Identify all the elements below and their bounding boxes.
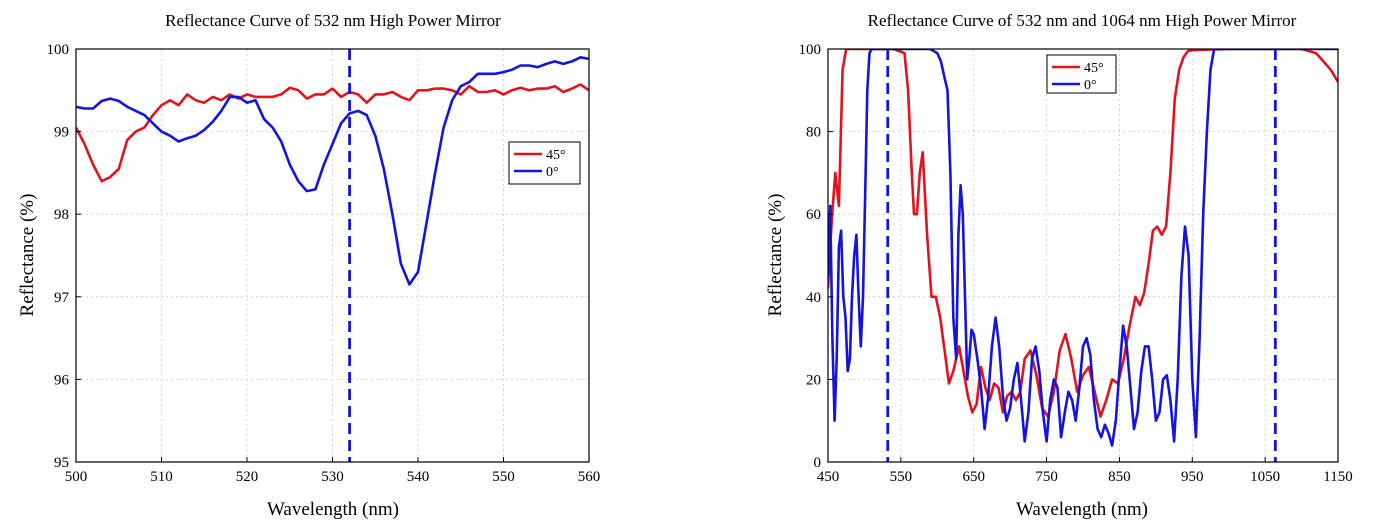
x-tick-label: 540 bbox=[407, 469, 430, 485]
x-tick-label: 560 bbox=[578, 469, 601, 485]
y-axis-label: Reflectance (%) bbox=[765, 194, 786, 317]
y-tick-label: 40 bbox=[806, 290, 821, 306]
y-tick-label: 100 bbox=[47, 42, 70, 58]
x-axis-label: Wavelength (nm) bbox=[1016, 499, 1148, 520]
x-tick-label: 500 bbox=[65, 469, 88, 485]
x-tick-label: 450 bbox=[817, 469, 840, 485]
plot-frame bbox=[827, 48, 1339, 463]
legend: 45°0° bbox=[1046, 54, 1117, 94]
legend-label: 0° bbox=[1084, 78, 1097, 93]
y-tick-label: 0 bbox=[814, 455, 822, 471]
x-tick-label: 550 bbox=[492, 469, 515, 485]
y-tick-label: 20 bbox=[806, 372, 821, 388]
x-tick-label: 1050 bbox=[1250, 469, 1280, 485]
y-tick-label: 60 bbox=[806, 207, 821, 223]
series-line-45deg bbox=[828, 49, 1338, 418]
legend: 45°0° bbox=[508, 141, 581, 185]
series-line-45deg bbox=[76, 83, 589, 183]
y-tick-label: 95 bbox=[54, 455, 69, 471]
legend-label: 45° bbox=[1084, 61, 1104, 76]
series-line-0deg bbox=[76, 55, 589, 286]
chart-532nm: Reflectance Curve of 532 nm High Power M… bbox=[17, 11, 600, 520]
y-tick-label: 80 bbox=[806, 125, 821, 141]
x-tick-label: 650 bbox=[962, 469, 985, 485]
y-tick-label: 100 bbox=[799, 42, 822, 58]
legend-label: 45° bbox=[546, 148, 566, 163]
y-tick-label: 99 bbox=[54, 125, 69, 141]
y-tick-label: 98 bbox=[54, 207, 69, 223]
chart-532-1064nm: Reflectance Curve of 532 nm and 1064 nm … bbox=[765, 11, 1353, 520]
x-tick-label: 550 bbox=[890, 469, 913, 485]
y-tick-label: 97 bbox=[54, 290, 70, 306]
chart-title: Reflectance Curve of 532 nm High Power M… bbox=[165, 11, 501, 30]
x-axis-label: Wavelength (nm) bbox=[267, 499, 399, 520]
x-tick-label: 530 bbox=[321, 469, 344, 485]
x-tick-label: 850 bbox=[1108, 469, 1131, 485]
x-tick-label: 750 bbox=[1035, 469, 1058, 485]
x-tick-label: 520 bbox=[236, 469, 259, 485]
chart-title: Reflectance Curve of 532 nm and 1064 nm … bbox=[868, 11, 1297, 30]
legend-box bbox=[1046, 54, 1117, 94]
legend-label: 0° bbox=[546, 165, 559, 180]
x-tick-label: 950 bbox=[1181, 469, 1204, 485]
y-axis-label: Reflectance (%) bbox=[17, 194, 38, 317]
x-tick-label: 510 bbox=[150, 469, 173, 485]
legend-box bbox=[508, 141, 581, 185]
x-tick-label: 1150 bbox=[1323, 469, 1352, 485]
series-line-0deg bbox=[828, 49, 1338, 447]
y-tick-label: 96 bbox=[54, 372, 70, 388]
